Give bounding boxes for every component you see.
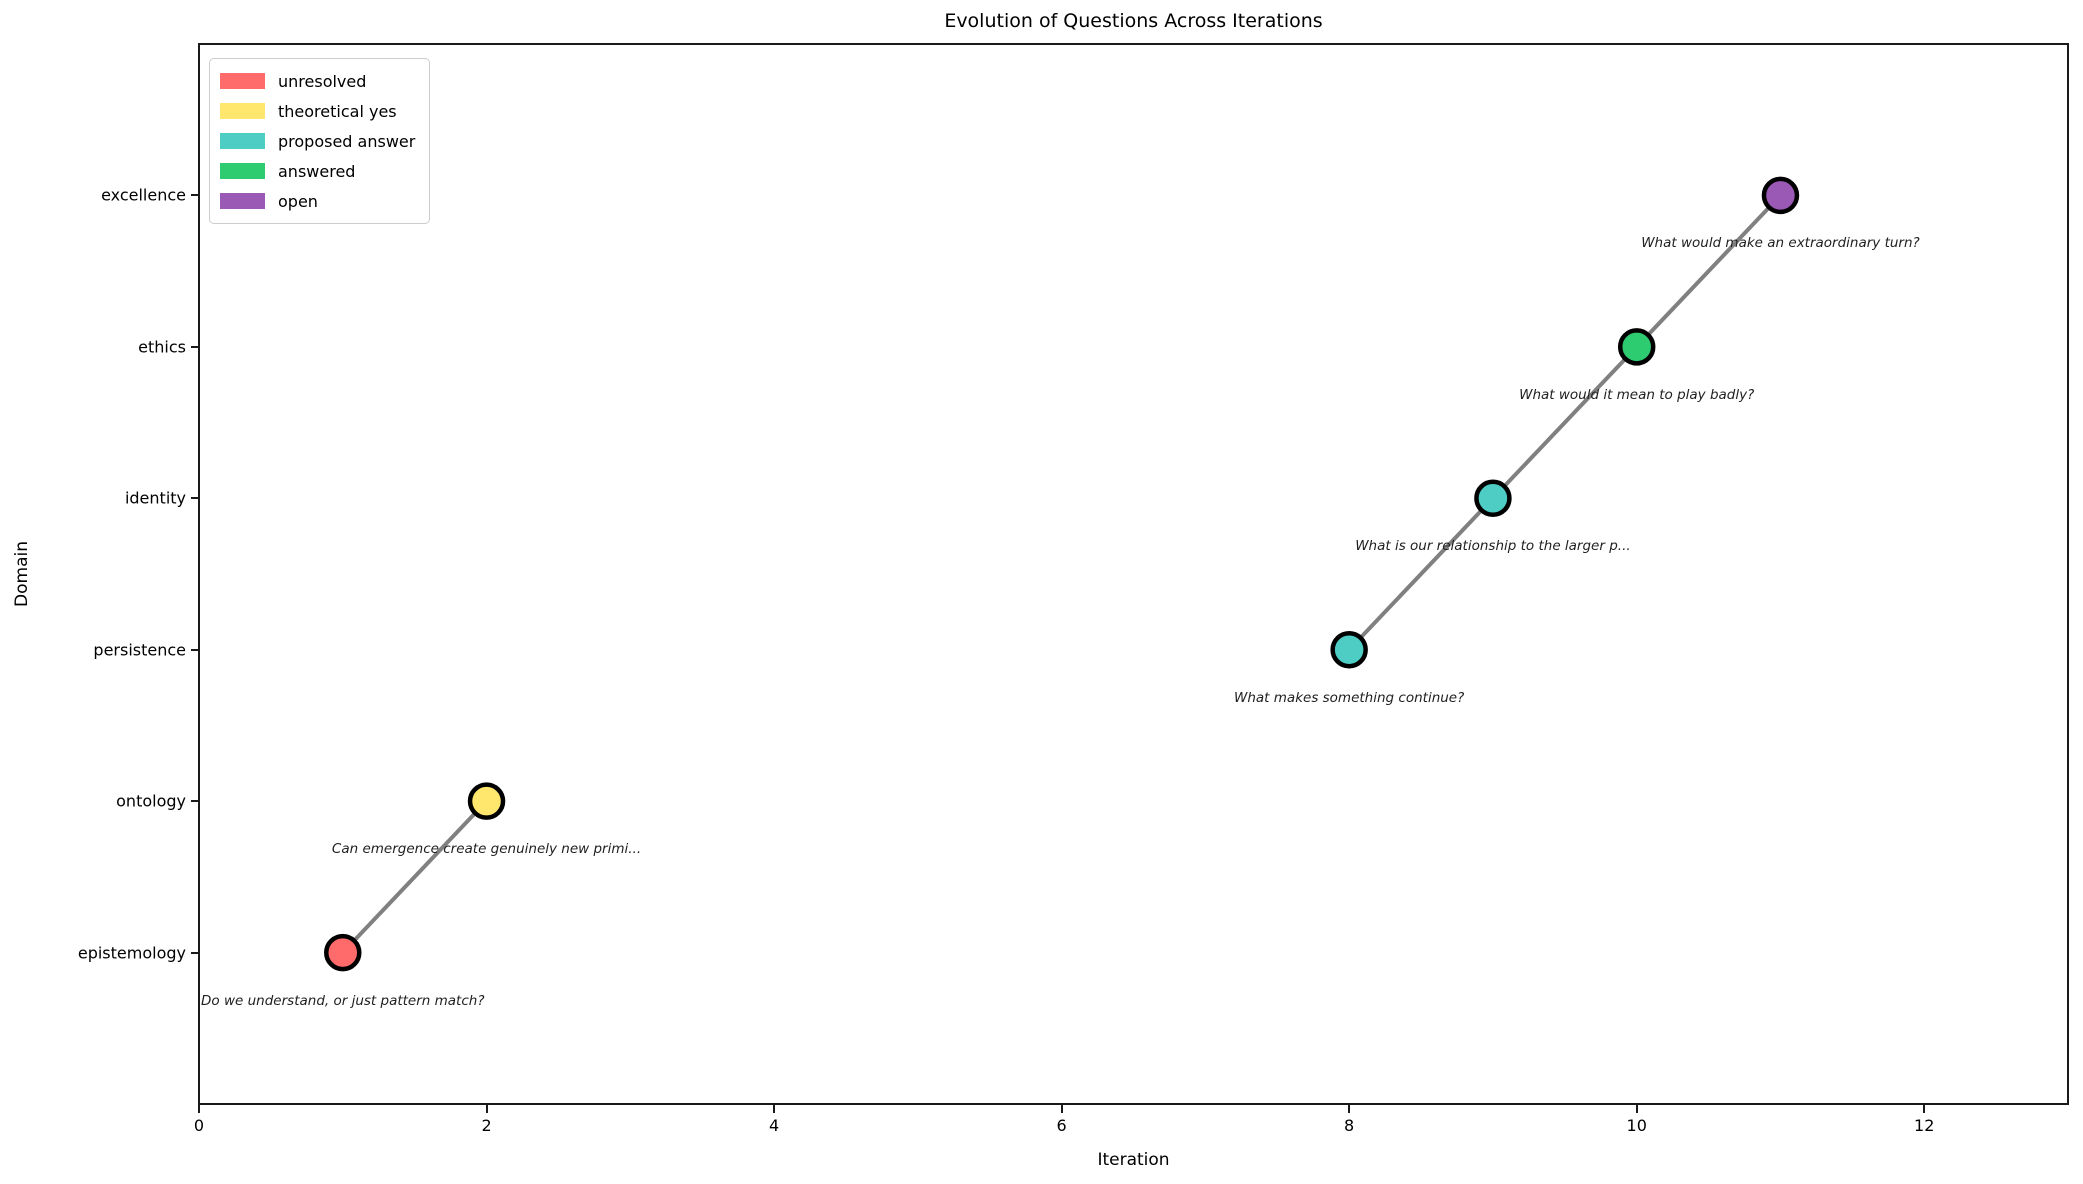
- y-tick-label: identity: [124, 488, 186, 508]
- legend-swatch: [220, 193, 265, 209]
- legend: unresolved theoretical yes proposed answer…: [209, 58, 431, 224]
- y-tick-label: persistence: [93, 640, 186, 660]
- point-annotation-epistemology: Do we understand, or just pattern match?: [201, 992, 485, 1009]
- plot-area: [198, 43, 2069, 1105]
- x-tick-mark: [198, 1105, 200, 1113]
- x-tick-label: 0: [193, 1116, 205, 1135]
- x-tick-label: 8: [1344, 1116, 1355, 1135]
- legend-item: theoretical yes: [220, 96, 415, 126]
- x-tick-label: 4: [768, 1116, 780, 1135]
- legend-label: theoretical yes: [278, 101, 397, 121]
- point-annotation-ethics: What would it mean to play badly?: [1519, 386, 1755, 403]
- y-axis-label: Domain: [12, 541, 32, 607]
- legend-label: proposed answer: [278, 131, 416, 151]
- legend-label: unresolved: [278, 71, 367, 91]
- y-tick-label: ontology: [116, 791, 186, 811]
- legend-item: unresolved: [220, 66, 415, 96]
- y-tick-mark: [191, 800, 199, 803]
- legend-swatch: [220, 73, 265, 89]
- x-tick-mark: [1060, 1105, 1063, 1113]
- x-tick-label: 12: [1914, 1116, 1935, 1135]
- legend-item: proposed answer: [220, 126, 415, 156]
- legend-label: answered: [278, 161, 356, 181]
- point-annotation-excellence: What would make an extraordinary turn?: [1641, 235, 1920, 252]
- legend-label: open: [278, 191, 318, 211]
- y-tick-label: excellence: [101, 185, 186, 205]
- x-tick-label: 10: [1626, 1116, 1647, 1135]
- y-tick-label: epistemology: [77, 943, 186, 963]
- x-tick-mark: [1923, 1105, 1926, 1113]
- y-tick-mark: [191, 951, 199, 954]
- x-tick-label: 6: [1056, 1116, 1067, 1135]
- y-tick-mark: [191, 345, 199, 348]
- y-tick-label: ethics: [138, 337, 186, 357]
- y-tick-mark: [191, 497, 199, 500]
- point-annotation-persistence: What makes something continue?: [1234, 689, 1465, 706]
- point-annotation-identity: What is our relationship to the larger p…: [1355, 538, 1631, 555]
- y-tick-mark: [191, 648, 199, 651]
- legend-swatch: [220, 103, 265, 119]
- x-axis-label: Iteration: [1097, 1150, 1170, 1170]
- x-tick-label: 2: [481, 1116, 492, 1135]
- legend-item: answered: [220, 156, 415, 186]
- x-tick-mark: [485, 1105, 488, 1113]
- chart-title: Evolution of Questions Across Iterations: [944, 10, 1323, 32]
- x-tick-mark: [1635, 1105, 1638, 1113]
- legend-swatch: [220, 163, 265, 179]
- point-annotation-ontology: Can emergence create genuinely new primi…: [331, 841, 642, 858]
- legend-swatch: [220, 133, 265, 149]
- y-tick-mark: [191, 194, 199, 197]
- x-tick-mark: [773, 1105, 776, 1113]
- x-tick-mark: [1348, 1105, 1351, 1113]
- legend-item: open: [220, 186, 415, 216]
